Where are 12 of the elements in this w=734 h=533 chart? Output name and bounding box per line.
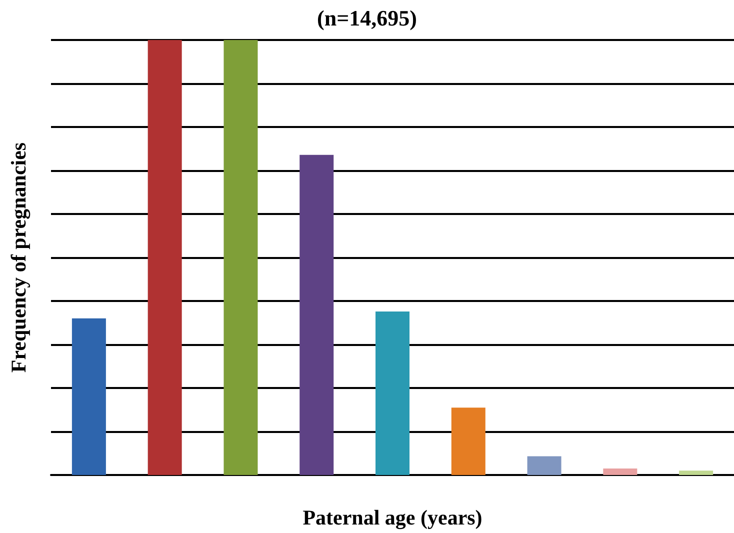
bar — [224, 40, 258, 475]
bar — [300, 154, 334, 475]
x-axis-title: Paternal age (years) — [302, 506, 482, 530]
bar — [451, 408, 486, 475]
chart-title: (n=14,695) — [317, 6, 417, 30]
bar — [72, 318, 106, 475]
bar — [679, 470, 714, 475]
bar — [527, 456, 562, 475]
bar — [603, 468, 638, 475]
bar — [148, 40, 182, 475]
y-axis-title: Frequency of pregnancies — [6, 142, 30, 373]
bar — [376, 311, 410, 475]
